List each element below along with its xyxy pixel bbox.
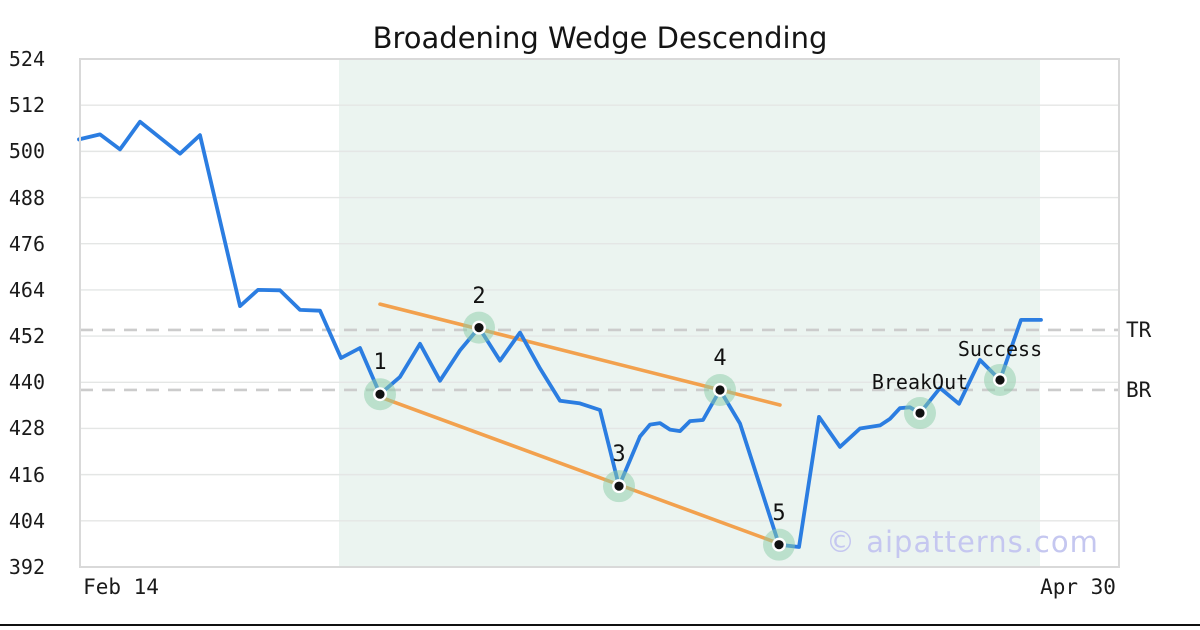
y-tick-476: 476 bbox=[8, 231, 45, 256]
level-label-br: BR bbox=[1126, 377, 1152, 402]
y-tick-440: 440 bbox=[8, 370, 45, 395]
pattern-label-1: 1 bbox=[373, 350, 387, 376]
x-axis-tick-end-date: Apr 30 bbox=[1040, 575, 1116, 599]
marker-dot-5 bbox=[774, 540, 784, 550]
y-tick-404: 404 bbox=[8, 508, 45, 533]
lower-trendline bbox=[381, 396, 780, 545]
level-label-tr: TR bbox=[1126, 317, 1152, 342]
marker-dot-3 bbox=[614, 481, 624, 491]
pattern-label-5: 5 bbox=[772, 500, 786, 526]
plot-border bbox=[79, 58, 1120, 568]
y-tick-464: 464 bbox=[8, 277, 45, 302]
pattern-label-success: Success bbox=[957, 336, 1043, 361]
y-tick-416: 416 bbox=[8, 462, 45, 487]
pattern-label-4: 4 bbox=[713, 345, 727, 371]
bottom-divider-line bbox=[0, 624, 1200, 626]
y-tick-428: 428 bbox=[8, 416, 45, 441]
y-tick-452: 452 bbox=[8, 324, 45, 349]
marker-dot-success bbox=[995, 375, 1005, 385]
chart-title: Broadening Wedge Descending bbox=[372, 21, 828, 55]
x-axis-tick-start-date: Feb 14 bbox=[83, 575, 159, 599]
marker-dot-2 bbox=[474, 323, 484, 333]
pattern-label-breakout: BreakOut bbox=[871, 370, 969, 395]
pattern-label-2: 2 bbox=[472, 283, 486, 309]
y-tick-392: 392 bbox=[8, 555, 45, 579]
marker-dot-4 bbox=[715, 385, 725, 395]
y-tick-512: 512 bbox=[8, 93, 45, 118]
pattern-shaded-region bbox=[339, 59, 1040, 567]
marker-dot-breakout bbox=[915, 408, 925, 418]
marker-dot-1 bbox=[375, 389, 385, 399]
watermark: © aipatterns.com bbox=[826, 525, 1099, 559]
pattern-label-3: 3 bbox=[612, 442, 626, 468]
y-tick-500: 500 bbox=[8, 139, 45, 164]
y-tick-524: 524 bbox=[8, 47, 45, 71]
y-tick-488: 488 bbox=[8, 185, 45, 210]
